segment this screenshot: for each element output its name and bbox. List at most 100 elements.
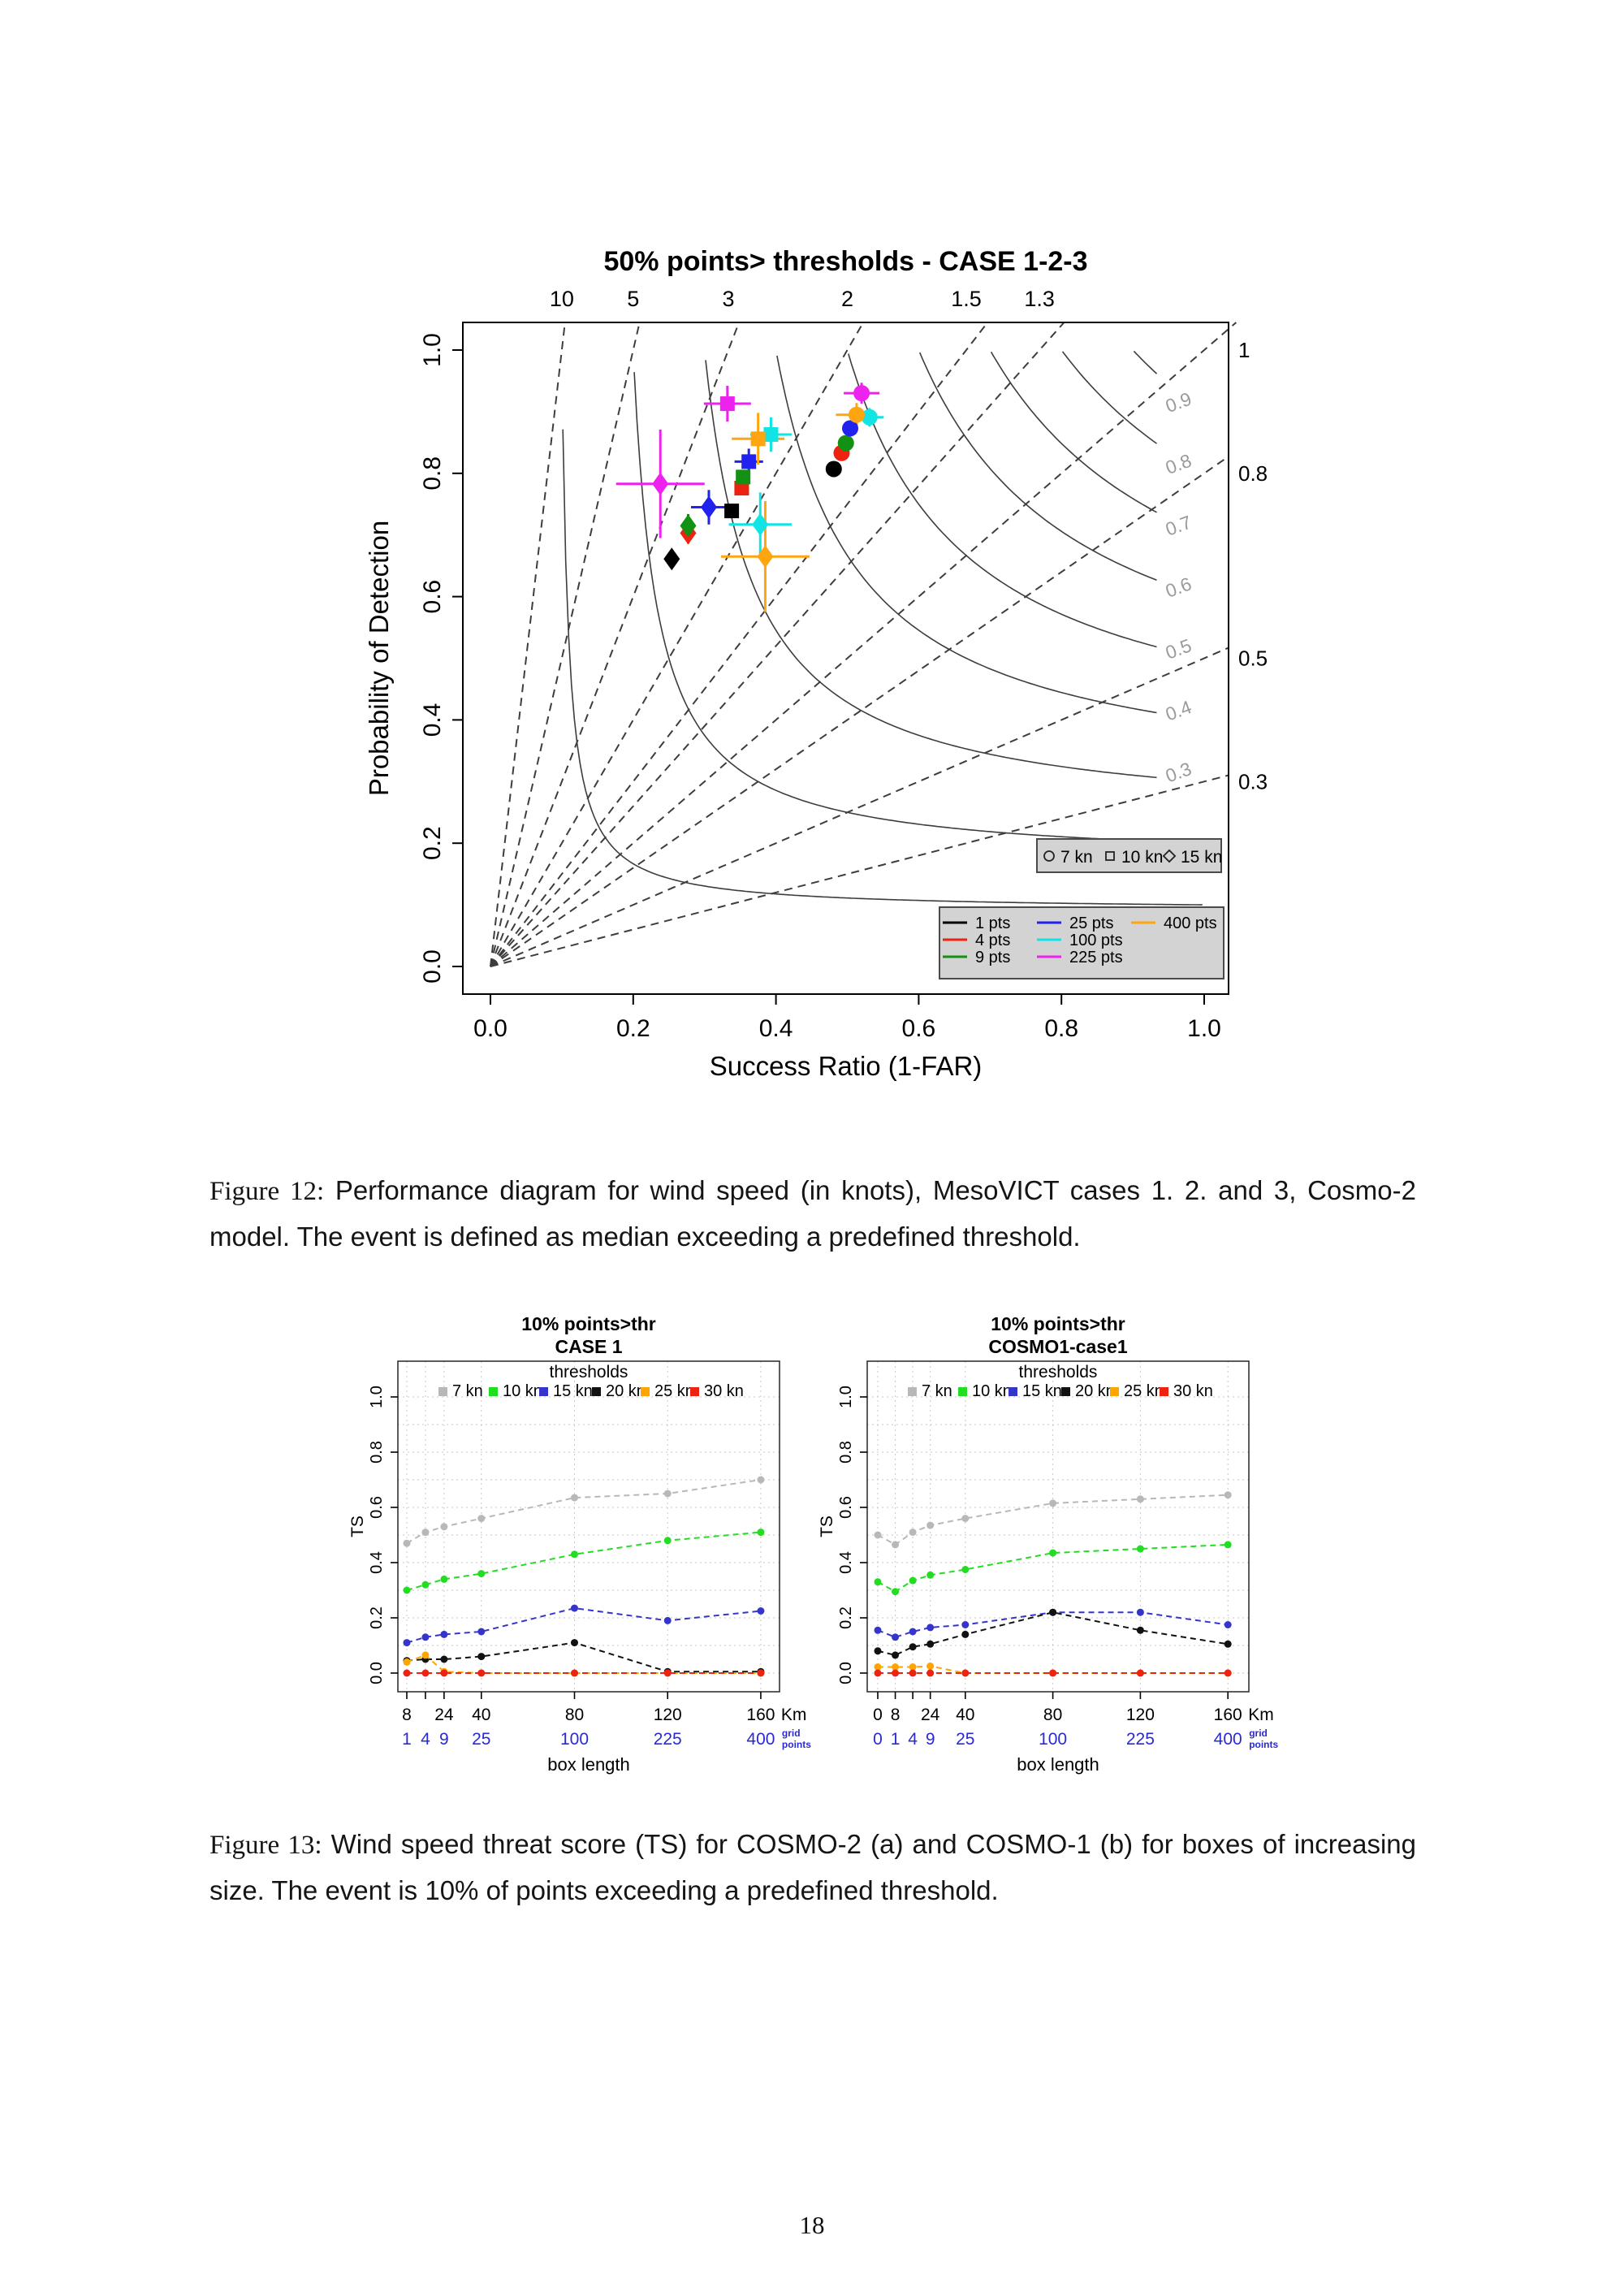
- series-point: [1136, 1608, 1144, 1616]
- legend-swatch: [539, 1387, 548, 1396]
- series-point: [909, 1576, 917, 1585]
- series-point: [909, 1529, 917, 1537]
- data-point: [752, 512, 769, 536]
- y-tick-label: 1.0: [419, 333, 446, 367]
- series-point: [757, 1607, 765, 1615]
- series-point: [421, 1669, 430, 1677]
- figure12-caption-label: Figure 12:: [209, 1177, 325, 1206]
- shape-legend-label: 15 kn: [1181, 848, 1222, 867]
- grid-points-label: 9: [439, 1730, 449, 1749]
- bias-line: [490, 322, 741, 967]
- legend-swatch: [592, 1387, 601, 1396]
- series-point: [874, 1647, 882, 1655]
- legend-title: thresholds: [550, 1363, 628, 1381]
- legend-swatch: [438, 1387, 447, 1396]
- series-point: [663, 1669, 672, 1677]
- series-point: [926, 1521, 935, 1529]
- series-point: [440, 1575, 448, 1583]
- legend-title: thresholds: [1019, 1363, 1098, 1381]
- y-tick-label: 0.0: [419, 949, 446, 984]
- x-tick-label: 0: [873, 1706, 883, 1724]
- series-line-10kn: [406, 1531, 761, 1591]
- x-tick-label: 0.4: [759, 1015, 793, 1042]
- series-point: [440, 1523, 448, 1531]
- series-point: [403, 1639, 411, 1647]
- csi-contour: [990, 351, 1157, 513]
- grid-points-label: 1: [891, 1730, 901, 1749]
- series-point: [477, 1570, 486, 1578]
- grid-points-label: 225: [1126, 1730, 1155, 1749]
- series-point: [477, 1515, 486, 1523]
- csi-contour: [633, 372, 1203, 844]
- y-tick-label: 0.6: [837, 1496, 855, 1519]
- x-tick-label: 40: [956, 1706, 974, 1724]
- y-tick-label: 0.8: [419, 456, 446, 491]
- data-point: [825, 460, 842, 478]
- series-point: [909, 1628, 917, 1636]
- csi-contour: [1133, 350, 1158, 374]
- x-tick-label: 0.2: [616, 1015, 650, 1042]
- series-point: [477, 1653, 486, 1661]
- shape-legend-box: [1036, 838, 1222, 873]
- series-point: [757, 1669, 765, 1677]
- bias-line: [490, 322, 1237, 967]
- grid-unit-line2: points: [782, 1739, 811, 1750]
- series-point: [440, 1669, 448, 1677]
- data-point: [750, 431, 766, 447]
- series-point: [1049, 1608, 1057, 1616]
- legend-label: 20 kn: [1075, 1382, 1115, 1400]
- x-tick-label: 24: [434, 1706, 454, 1724]
- csi-contour-label: 0.4: [1163, 696, 1194, 724]
- y-tick-label: 0.4: [419, 703, 446, 737]
- grid-points-label: 100: [560, 1730, 589, 1749]
- series-point: [757, 1476, 765, 1484]
- shape-legend: 7 kn 10 kn 15 kn: [1036, 838, 1222, 873]
- x-tick-label: 80: [565, 1706, 584, 1724]
- legend-label: 10 kn: [503, 1382, 542, 1400]
- legend-label: 30 kn: [704, 1382, 744, 1400]
- bias-right-label: 1: [1238, 338, 1250, 362]
- series-point: [909, 1643, 917, 1651]
- y-tick-label: 0.4: [368, 1551, 386, 1574]
- legend-label: 20 kn: [606, 1382, 646, 1400]
- bias-line: [490, 646, 1229, 967]
- data-point: [763, 426, 779, 442]
- series-point: [892, 1588, 900, 1596]
- bias-lines: [490, 322, 1237, 967]
- legend-swatch: [908, 1387, 917, 1396]
- series-line-7kn: [406, 1479, 762, 1545]
- y-tick-label: 0.0: [837, 1662, 855, 1684]
- x-tick-label: 8: [402, 1706, 412, 1724]
- series-point: [909, 1669, 917, 1677]
- bias-right-label: 0.5: [1238, 646, 1268, 671]
- figure13-caption: Figure 13: Wind speed threat score (TS) …: [209, 1822, 1416, 1913]
- legend-label: 7 kn: [452, 1382, 483, 1400]
- chart-title-line1: 10% points>thr: [521, 1313, 656, 1334]
- series-point: [961, 1515, 970, 1523]
- y-axis-title: Probability of Detection: [364, 521, 394, 796]
- x-tick-label: 0.0: [473, 1015, 508, 1042]
- data-point: [741, 454, 757, 469]
- data-point: [861, 409, 878, 426]
- series-point: [961, 1566, 970, 1573]
- legend-swatch: [1110, 1387, 1119, 1396]
- legend-swatch: [1009, 1387, 1017, 1396]
- bias-top-label: 10: [550, 287, 574, 311]
- axis-ticks: [452, 349, 1205, 1005]
- points-legend-label: 9 pts: [975, 949, 1010, 966]
- y-tick-label: 1.0: [837, 1386, 855, 1408]
- series-line-15kn: [406, 1607, 762, 1644]
- series-point: [961, 1621, 970, 1628]
- csi-contour: [705, 360, 1157, 779]
- y-tick-label: 0.0: [368, 1662, 386, 1684]
- grid-points-label: 25: [472, 1730, 490, 1749]
- grid-points-label: 25: [956, 1730, 974, 1749]
- x-tick-label: 0.6: [902, 1015, 936, 1042]
- series-point: [570, 1550, 578, 1559]
- series-point: [1136, 1495, 1144, 1503]
- figure13-caption-text: Wind speed threat score (TS) for COSMO-2…: [209, 1829, 1417, 1905]
- data-point: [757, 545, 774, 569]
- series-point: [1136, 1669, 1144, 1677]
- y-tick-label: 0.2: [419, 826, 446, 860]
